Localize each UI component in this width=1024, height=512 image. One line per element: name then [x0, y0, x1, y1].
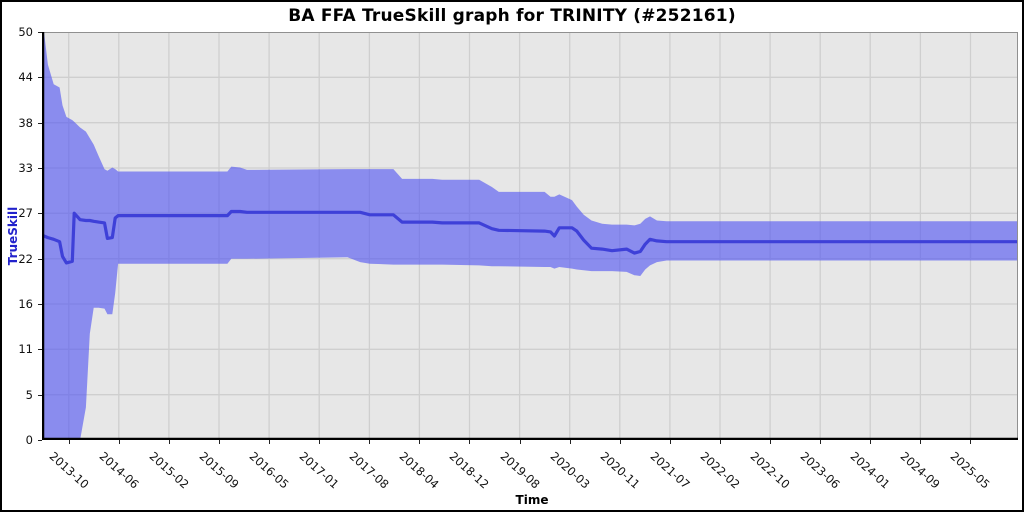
y-tick-label: 16: [18, 296, 33, 311]
x-tick-mark: [569, 440, 571, 444]
y-tick-label: 27: [18, 206, 33, 221]
chart-title: BA FFA TrueSkill graph for TRINITY (#252…: [288, 6, 736, 26]
x-tick-mark: [269, 440, 271, 444]
x-tick-mark: [319, 440, 321, 444]
x-tick-label: 2022-02: [697, 449, 743, 492]
x-tick-mark: [970, 440, 972, 444]
x-tick-mark: [870, 440, 872, 444]
x-tick-mark: [920, 440, 922, 444]
y-tick-mark: [38, 258, 42, 260]
y-axis-tick-labels: 0 5 11 16 22 27 33 38 44 50: [2, 25, 38, 447]
x-tick-mark: [770, 440, 772, 444]
x-tick-mark: [118, 440, 120, 444]
x-tick-mark: [669, 440, 671, 444]
y-tick-mark: [38, 303, 42, 305]
y-tick-label: 50: [18, 25, 33, 39]
plot-area: [42, 32, 1018, 440]
x-tick-label: 2025-05: [948, 449, 994, 492]
y-tick-mark: [38, 213, 42, 215]
x-tick-label: 2024-09: [898, 449, 944, 492]
y-tick-mark: [38, 77, 42, 79]
x-tick-label: 2017-08: [346, 449, 393, 492]
x-tick-label: 2018-12: [447, 449, 493, 492]
x-tick-label: 2020-03: [547, 449, 593, 492]
y-axis-label: TrueSkill: [6, 206, 20, 266]
y-tick-label: 5: [25, 387, 33, 402]
x-tick-label: 2017-01: [296, 449, 342, 492]
x-tick-label: 2016-05: [246, 449, 292, 492]
x-tick-label: 2022-10: [747, 449, 793, 492]
x-tick-mark: [369, 440, 371, 444]
y-tick-mark: [38, 32, 42, 33]
y-tick-mark: [38, 168, 42, 169]
x-tick-label: 2015-02: [146, 449, 192, 492]
x-tick-label: 2024-01: [847, 449, 893, 492]
x-tick-label: 2014-06: [96, 449, 142, 492]
x-tick-label: 2021-07: [647, 449, 693, 492]
x-tick-label: 2020-11: [597, 449, 643, 492]
y-tick-mark: [38, 440, 42, 441]
x-tick-mark: [519, 440, 521, 444]
x-tick-mark: [219, 440, 221, 444]
x-tick-label: 2019-08: [497, 449, 543, 492]
x-axis-label: Time: [515, 493, 549, 507]
x-tick-mark: [619, 440, 621, 444]
y-tick-label: 0: [25, 433, 33, 447]
y-tick-label: 44: [18, 70, 33, 85]
x-tick-mark: [469, 440, 471, 444]
y-tick-label: 38: [18, 115, 33, 130]
x-tick-mark: [820, 440, 822, 444]
x-tick-mark: [419, 440, 421, 444]
x-tick-label: 2023-06: [797, 449, 843, 492]
y-tick-label: 33: [18, 161, 33, 175]
y-tick-mark: [38, 349, 42, 351]
x-tick-mark: [168, 440, 170, 444]
x-tick-mark: [720, 440, 722, 444]
y-tick-mark: [38, 122, 42, 124]
y-tick-mark: [38, 394, 42, 396]
x-tick-mark: [68, 440, 70, 444]
y-tick-label: 22: [18, 251, 33, 266]
x-tick-label: 2015-09: [196, 449, 242, 492]
y-tick-label: 11: [18, 342, 33, 357]
x-tick-label: 2013-10: [46, 449, 92, 492]
plot-canvas: [42, 32, 1018, 440]
x-tick-label: 2018-04: [397, 449, 443, 492]
